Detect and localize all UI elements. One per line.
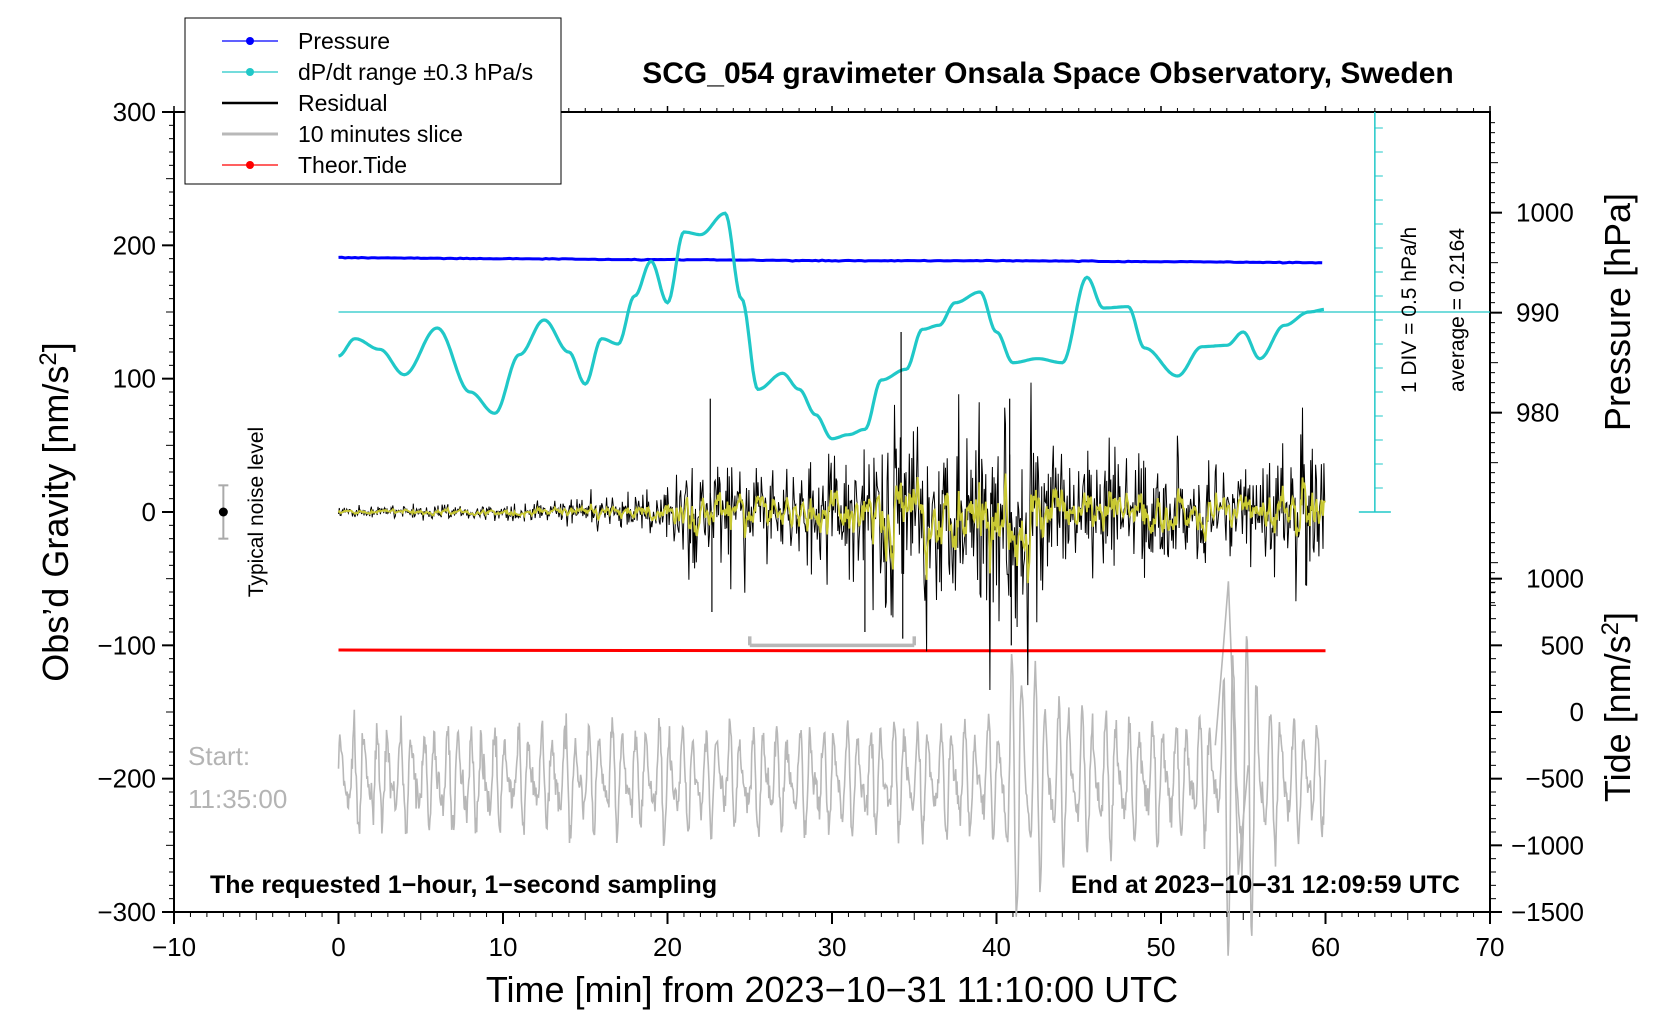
x-tick-label: 60 (1311, 932, 1340, 962)
chart-title: SCG_054 gravimeter Onsala Space Observat… (642, 57, 1454, 90)
dpdt-series-line (338, 211, 1325, 441)
y-tick-label: 0 (142, 497, 156, 527)
y-axis-title-tide: Tide [nm/s2] (1597, 612, 1638, 802)
tide-tick-label: 500 (1541, 630, 1584, 660)
footer-right-label: End at 2023−10−31 12:09:59 UTC (1071, 871, 1460, 899)
start-label: Start: (188, 741, 250, 771)
legend-label: Residual (298, 90, 388, 116)
filtered-series-line (337, 473, 1326, 584)
pressure-series-line (338, 255, 1323, 265)
tide-tick-label: −500 (1525, 764, 1584, 794)
x-tick-label: 70 (1476, 932, 1505, 962)
x-axis-title: Time [min] from 2023−10−31 11:10:00 UTC (486, 969, 1178, 1010)
footer-left-label: The requested 1−hour, 1−second sampling (210, 871, 717, 899)
start-time: 11:35:00 (188, 784, 287, 814)
x-tick-label: 40 (982, 932, 1011, 962)
x-tick-label: 0 (331, 932, 345, 962)
legend-marker (246, 161, 254, 169)
legend-label: Theor.Tide (298, 152, 407, 178)
legend-marker (246, 37, 254, 45)
slice-series-line (337, 636, 1327, 956)
pressure-tick-label: 990 (1516, 298, 1559, 328)
y-tick-label: 100 (113, 364, 156, 394)
x-tick-label: 10 (489, 932, 518, 962)
y-tick-label: 300 (113, 97, 156, 127)
y-axis-title-pressure: Pressure [hPa] (1597, 193, 1638, 431)
tide-tick-label: 1000 (1526, 564, 1584, 594)
y-axis-title-left: Obs’d Gravity [nm/s2] (35, 342, 76, 681)
x-tick-label: 50 (1147, 932, 1176, 962)
scale-annotation-average: average = 0.2164 (1446, 228, 1469, 392)
x-tick-label: 30 (818, 932, 847, 962)
y-tick-label: −300 (97, 897, 156, 927)
tide-series-line (338, 648, 1326, 653)
noise-dot (218, 507, 228, 517)
legend-label: 10 minutes slice (298, 121, 463, 147)
legend-label: dP/dt range ±0.3 hPa/s (298, 59, 533, 85)
y-tick-label: −100 (97, 630, 156, 660)
legend: Pressure dP/dt range ±0.3 hPa/s Residual 10… (184, 17, 562, 185)
legend-label: Pressure (298, 28, 390, 54)
y-tick-label: −200 (97, 764, 156, 794)
y-tick-label: 200 (113, 230, 156, 260)
x-tick-label: 20 (653, 932, 682, 962)
tide-tick-label: −1000 (1511, 830, 1584, 860)
legend-marker (246, 68, 254, 76)
pressure-tick-label: 1000 (1516, 198, 1574, 228)
legend-box (184, 17, 562, 185)
pressure-tick-label: 980 (1516, 398, 1559, 428)
noise-level-label: Typical noise level (245, 427, 268, 597)
x-tick-label: −10 (152, 932, 196, 962)
slice-spike (1214, 581, 1249, 875)
scale-annotation-div: 1 DIV = 0.5 hPa/h (1398, 227, 1421, 393)
tide-tick-label: 0 (1570, 697, 1584, 727)
tide-tick-label: −1500 (1511, 897, 1584, 927)
